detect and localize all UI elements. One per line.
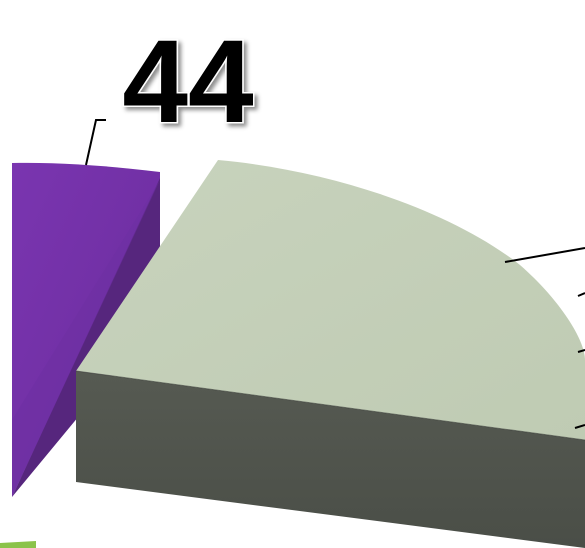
leader-line-partial-2 bbox=[577, 349, 585, 353]
leader-line-partial-1 bbox=[577, 292, 585, 297]
pie-slice-44-top-shade bbox=[12, 180, 160, 497]
pie-slice-44 bbox=[12, 162, 160, 497]
leader-lines bbox=[85, 119, 585, 429]
pie-slice-large-side bbox=[76, 371, 585, 548]
data-label-44: 44 bbox=[122, 16, 253, 148]
leader-line-large bbox=[504, 247, 585, 263]
pie-slice-large-edge-highlight bbox=[75, 370, 585, 441]
pie-slice-large bbox=[75, 160, 585, 548]
pie-slice-large-top bbox=[76, 160, 585, 440]
bottom-left-accent bbox=[0, 541, 36, 548]
leader-line-44 bbox=[85, 119, 106, 166]
leader-line-partial-3 bbox=[574, 424, 585, 429]
